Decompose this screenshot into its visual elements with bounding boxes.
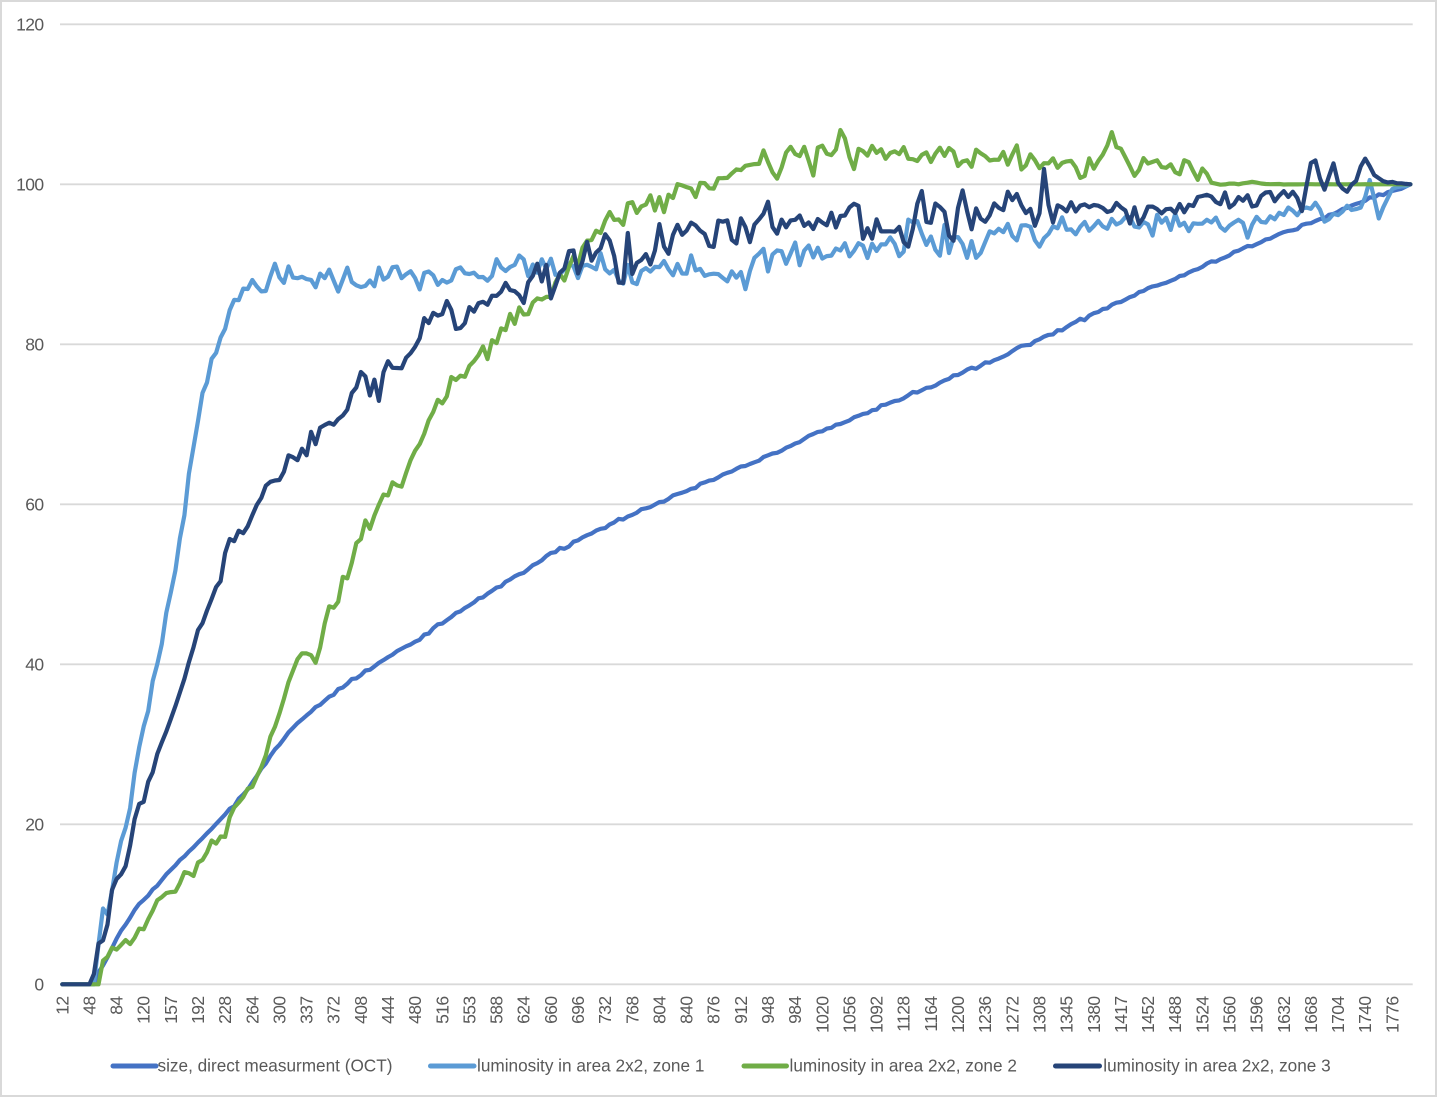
svg-text:300: 300 [269, 996, 289, 1024]
svg-text:1200: 1200 [948, 996, 968, 1033]
svg-text:80: 80 [25, 334, 44, 354]
svg-text:1452: 1452 [1138, 997, 1158, 1034]
svg-text:1272: 1272 [1002, 997, 1022, 1034]
svg-text:1524: 1524 [1192, 996, 1212, 1033]
svg-text:1345: 1345 [1057, 997, 1077, 1034]
svg-text:408: 408 [351, 997, 371, 1024]
svg-text:516: 516 [432, 997, 452, 1024]
svg-text:60: 60 [25, 494, 44, 514]
svg-text:1668: 1668 [1301, 997, 1321, 1034]
svg-text:120: 120 [16, 14, 44, 34]
svg-text:1236: 1236 [975, 997, 995, 1034]
svg-text:luminosity in area 2x2, zone 1: luminosity in area 2x2, zone 1 [477, 1056, 704, 1076]
svg-text:1380: 1380 [1084, 996, 1104, 1033]
svg-text:372: 372 [324, 997, 344, 1024]
svg-text:48: 48 [79, 997, 99, 1015]
svg-text:264: 264 [242, 996, 262, 1024]
svg-text:1488: 1488 [1165, 997, 1185, 1034]
svg-text:588: 588 [487, 997, 507, 1024]
svg-text:624: 624 [514, 996, 534, 1024]
svg-text:984: 984 [785, 996, 805, 1024]
svg-text:157: 157 [161, 997, 181, 1024]
svg-text:1632: 1632 [1274, 997, 1294, 1034]
svg-text:1776: 1776 [1382, 997, 1402, 1034]
svg-text:1128: 1128 [894, 997, 914, 1032]
svg-text:444: 444 [378, 996, 398, 1024]
svg-text:1560: 1560 [1220, 996, 1240, 1033]
svg-text:84: 84 [107, 996, 127, 1015]
svg-text:120: 120 [134, 996, 154, 1024]
svg-text:1417: 1417 [1111, 997, 1131, 1034]
svg-text:20: 20 [25, 814, 44, 834]
svg-text:337: 337 [297, 997, 317, 1024]
svg-text:1164: 1164 [921, 996, 941, 1032]
svg-text:912: 912 [731, 997, 751, 1024]
svg-text:40: 40 [25, 654, 44, 674]
svg-text:0: 0 [34, 974, 44, 994]
svg-text:luminosity in area 2x2, zone 3: luminosity in area 2x2, zone 3 [1103, 1056, 1330, 1076]
svg-text:1056: 1056 [840, 997, 860, 1034]
svg-text:553: 553 [459, 997, 479, 1024]
svg-text:1092: 1092 [867, 997, 887, 1034]
svg-text:876: 876 [704, 997, 724, 1024]
svg-text:732: 732 [595, 997, 615, 1024]
svg-text:228: 228 [215, 997, 235, 1024]
svg-text:1740: 1740 [1355, 996, 1375, 1033]
svg-text:size, direct measurment (OCT): size, direct measurment (OCT) [158, 1056, 393, 1076]
svg-text:948: 948 [758, 997, 778, 1024]
svg-text:660: 660 [541, 996, 561, 1024]
svg-text:1704: 1704 [1328, 996, 1348, 1033]
svg-text:192: 192 [188, 997, 208, 1024]
svg-text:1596: 1596 [1247, 997, 1267, 1034]
svg-text:696: 696 [568, 997, 588, 1024]
svg-text:480: 480 [405, 996, 425, 1024]
svg-text:840: 840 [677, 996, 697, 1024]
svg-text:768: 768 [622, 997, 642, 1024]
svg-text:12: 12 [52, 997, 72, 1015]
svg-text:1308: 1308 [1030, 997, 1050, 1034]
svg-text:100: 100 [16, 174, 44, 194]
svg-text:1020: 1020 [812, 996, 832, 1033]
svg-text:804: 804 [649, 996, 669, 1024]
svg-text:luminosity in area 2x2, zone 2: luminosity in area 2x2, zone 2 [790, 1056, 1017, 1076]
